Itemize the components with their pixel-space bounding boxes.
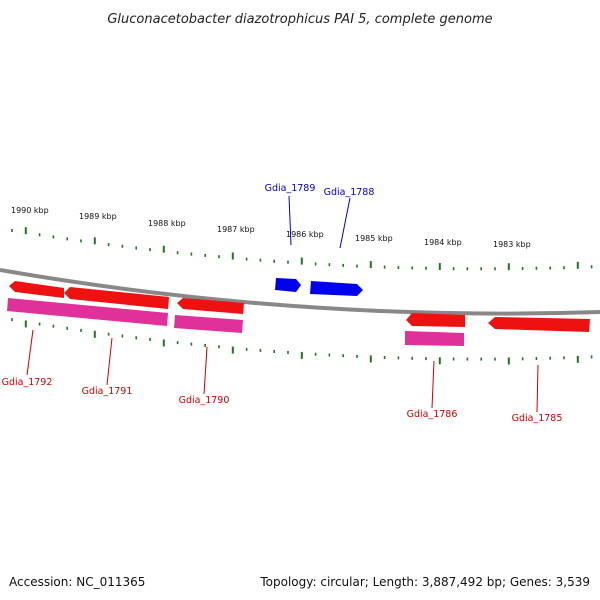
label-gdia-1788[interactable]: Gdia_1788 <box>324 187 375 198</box>
accession-text: Accession: NC_011365 <box>9 575 145 589</box>
reverse-strand-genes <box>7 298 464 346</box>
label-gdia-1786[interactable]: Gdia_1786 <box>407 409 458 420</box>
label-gdia-1792[interactable]: Gdia_1792 <box>2 377 53 388</box>
gene-gdia-1790[interactable] <box>174 315 243 333</box>
label-gdia-1785[interactable]: Gdia_1785 <box>512 413 563 424</box>
forward-strand <box>275 278 363 296</box>
scale-label-1988: 1988 kbp <box>148 219 186 228</box>
leader-gdia-1790 <box>203 346 208 395</box>
genome-summary-text: Topology: circular; Length: 3,887,492 bp… <box>259 575 590 589</box>
scale-label-1983: 1983 kbp <box>493 240 531 249</box>
scale-label-1989: 1989 kbp <box>79 212 117 221</box>
label-gdia-1790[interactable]: Gdia_1790 <box>179 395 230 406</box>
leader-gdia-1788 <box>339 197 351 249</box>
cds-gdia-1790[interactable] <box>177 298 244 314</box>
cds-gdia-1789[interactable] <box>275 278 301 292</box>
scale-labels: 1990 kbp 1989 kbp 1988 kbp 1987 kbp 1986… <box>11 206 531 249</box>
lower-tick-row <box>11 318 593 365</box>
leader-gdia-1792 <box>26 329 34 376</box>
leader-gdia-1786 <box>431 360 435 409</box>
reverse-strand-cds <box>9 281 590 332</box>
label-gdia-1791[interactable]: Gdia_1791 <box>82 386 133 397</box>
leader-gdia-1789 <box>288 195 292 246</box>
map-title: Gluconacetobacter diazotrophicus PAI 5, … <box>107 12 492 27</box>
cds-gdia-1786[interactable] <box>406 313 465 327</box>
scale-label-1990: 1990 kbp <box>11 206 49 215</box>
genome-backbone <box>0 268 600 316</box>
leader-gdia-1785 <box>536 364 539 413</box>
cds-gdia-1788[interactable] <box>310 281 363 296</box>
scale-label-1985: 1985 kbp <box>355 234 393 243</box>
label-gdia-1789[interactable]: Gdia_1789 <box>265 183 316 194</box>
label-leaders <box>26 195 539 413</box>
cds-gdia-1792[interactable] <box>9 281 64 298</box>
gene-gdia-1786[interactable] <box>405 331 464 346</box>
cds-gdia-1791[interactable] <box>64 287 169 309</box>
scale-label-1987: 1987 kbp <box>217 225 255 234</box>
scale-label-1986: 1986 kbp <box>286 230 324 239</box>
cds-gdia-1785[interactable] <box>488 317 590 332</box>
scale-label-1984: 1984 kbp <box>424 238 462 247</box>
upper-tick-row <box>11 227 593 271</box>
gene-gdia-1792[interactable] <box>7 298 168 326</box>
leader-gdia-1791 <box>106 337 113 386</box>
gene-labels: Gdia_1789 Gdia_1788 Gdia_1792 Gdia_1791 … <box>2 183 563 424</box>
